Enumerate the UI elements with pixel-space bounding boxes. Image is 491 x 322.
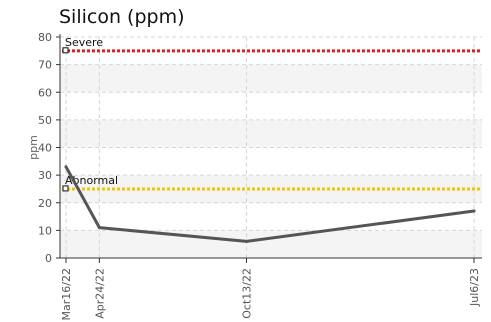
x-tick-label: Oct13/22 <box>240 268 253 319</box>
x-tick-label: Jul6/23 <box>468 268 481 307</box>
reference-marker-severe <box>62 47 69 54</box>
y-tick-label: 70 <box>38 59 52 72</box>
y-tick-label: 80 <box>38 31 52 44</box>
plot-band <box>60 175 482 203</box>
reference-marker-abnormal <box>62 185 69 192</box>
plot-bands <box>60 64 482 258</box>
y-axis-title: ppm <box>27 135 40 160</box>
reference-label-abnormal: Abnormal <box>65 174 118 187</box>
data-point <box>244 239 248 243</box>
y-tick-label: 0 <box>45 252 52 265</box>
x-tick-label: Mar16/22 <box>60 268 73 320</box>
x-tick-label: Apr24/22 <box>93 268 106 319</box>
y-tick-label: 50 <box>38 114 52 127</box>
reference-lines: Severe Abnormal <box>62 36 482 192</box>
series-group <box>64 165 476 243</box>
data-point <box>472 209 476 213</box>
plot-band <box>60 64 482 93</box>
reference-label-severe: Severe <box>65 36 103 49</box>
chart-title: Silicon (ppm) <box>59 6 185 28</box>
axes <box>56 34 482 263</box>
labels: 0 10 20 30 40 50 60 70 80 Mar16/22 Apr24/22 Oct13/2… <box>27 31 481 320</box>
data-point <box>97 226 101 230</box>
y-tick-label: 10 <box>38 224 52 237</box>
data-point <box>64 165 68 169</box>
y-tick-label: 20 <box>38 197 52 210</box>
series-line <box>64 165 476 243</box>
plot-band <box>60 119 482 148</box>
y-tick-label: 60 <box>38 86 52 99</box>
y-tick-label: 40 <box>38 142 52 155</box>
plot-band <box>60 230 482 258</box>
y-tick-label: 30 <box>38 169 52 182</box>
